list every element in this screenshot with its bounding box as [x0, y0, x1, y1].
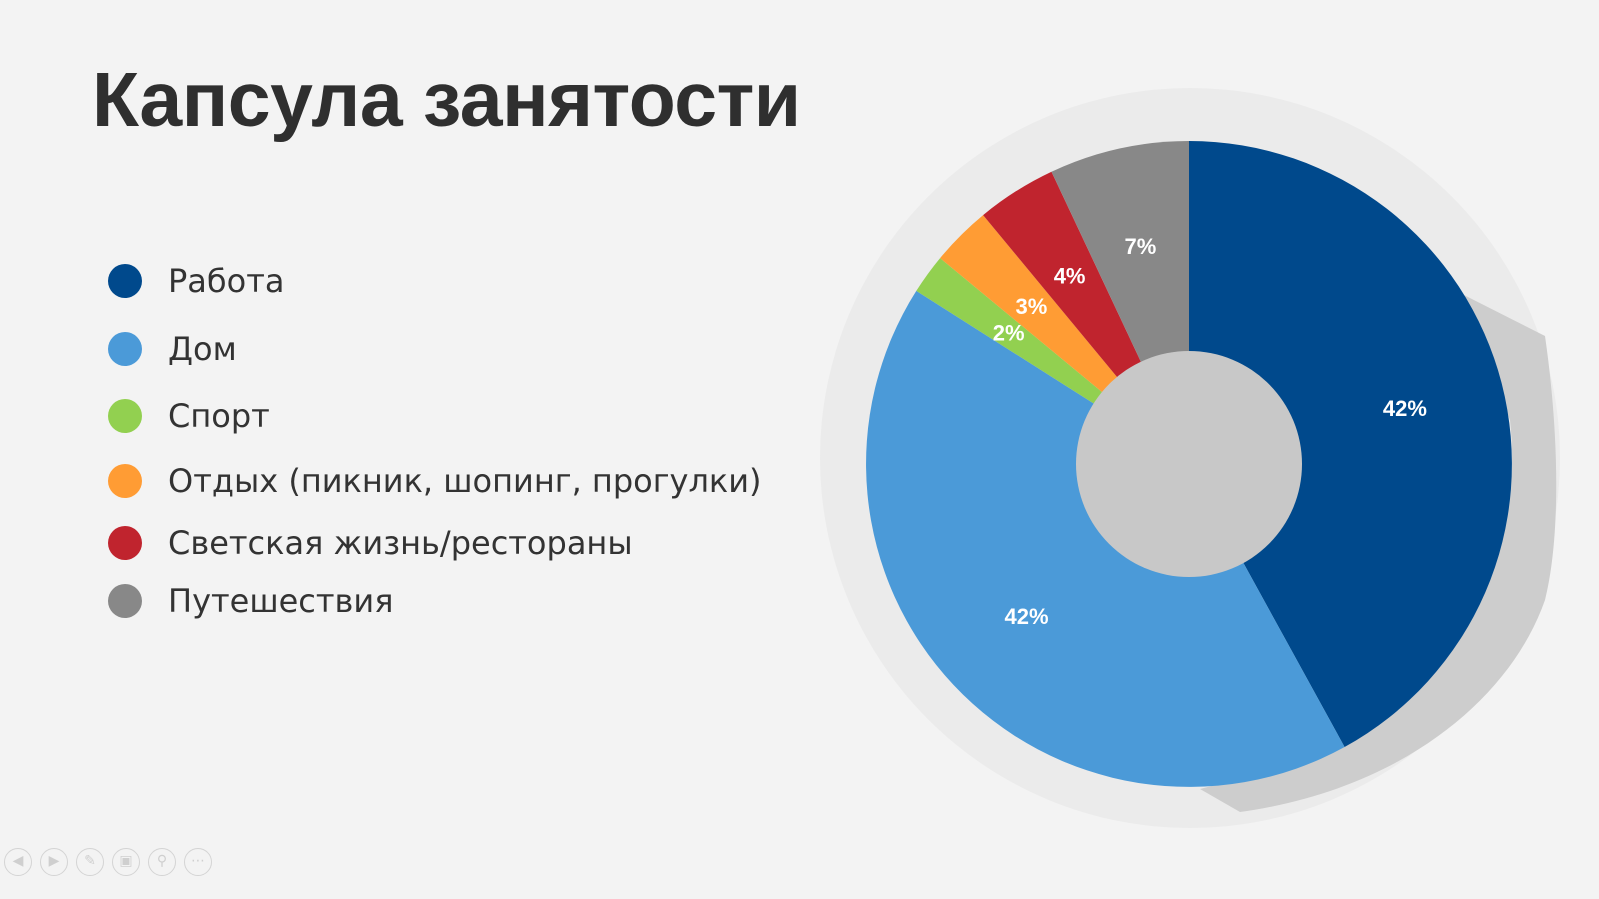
pie-slice: [1189, 141, 1512, 747]
zoom-icon[interactable]: ⚲: [148, 848, 176, 876]
legend-item: Спорт: [108, 397, 270, 435]
presentation-toolbar: ◀ ▶ ✎ ▣ ⚲ ⋯: [4, 848, 212, 876]
legend-label: Спорт: [168, 397, 270, 435]
more-icon[interactable]: ⋯: [184, 848, 212, 876]
slides-icon[interactable]: ▣: [112, 848, 140, 876]
legend-item: Работа: [108, 262, 284, 300]
legend-label: Светская жизнь/рестораны: [168, 524, 633, 562]
legend-swatch: [108, 584, 142, 618]
data-label: 2%: [993, 321, 1025, 346]
legend-swatch: [108, 264, 142, 298]
slide-title: Капсула занятости: [92, 57, 801, 143]
data-label: 4%: [1054, 263, 1086, 288]
legend-item: Путешествия: [108, 582, 393, 620]
data-label: 7%: [1125, 234, 1157, 259]
data-label: 42%: [1004, 604, 1048, 629]
legend-label: Путешествия: [168, 582, 394, 620]
data-label: 42%: [1383, 396, 1427, 421]
chart-shadow: [1200, 293, 1557, 812]
legend-item: Дом: [108, 330, 237, 368]
legend-item: Светская жизнь/рестораны: [108, 524, 633, 562]
next-icon[interactable]: ▶: [40, 848, 68, 876]
donut-hole: [1076, 351, 1302, 577]
legend-item: Отдых (пикник, шопинг, прогулки): [108, 462, 762, 500]
prev-icon[interactable]: ◀: [4, 848, 32, 876]
legend-label: Дом: [168, 330, 237, 368]
legend-label: Отдых (пикник, шопинг, прогулки): [168, 462, 762, 500]
legend-swatch: [108, 332, 142, 366]
legend-label: Работа: [168, 262, 285, 300]
legend-swatch: [108, 464, 142, 498]
legend-swatch: [108, 399, 142, 433]
pen-icon[interactable]: ✎: [76, 848, 104, 876]
data-label: 3%: [1016, 294, 1048, 319]
legend-swatch: [108, 526, 142, 560]
